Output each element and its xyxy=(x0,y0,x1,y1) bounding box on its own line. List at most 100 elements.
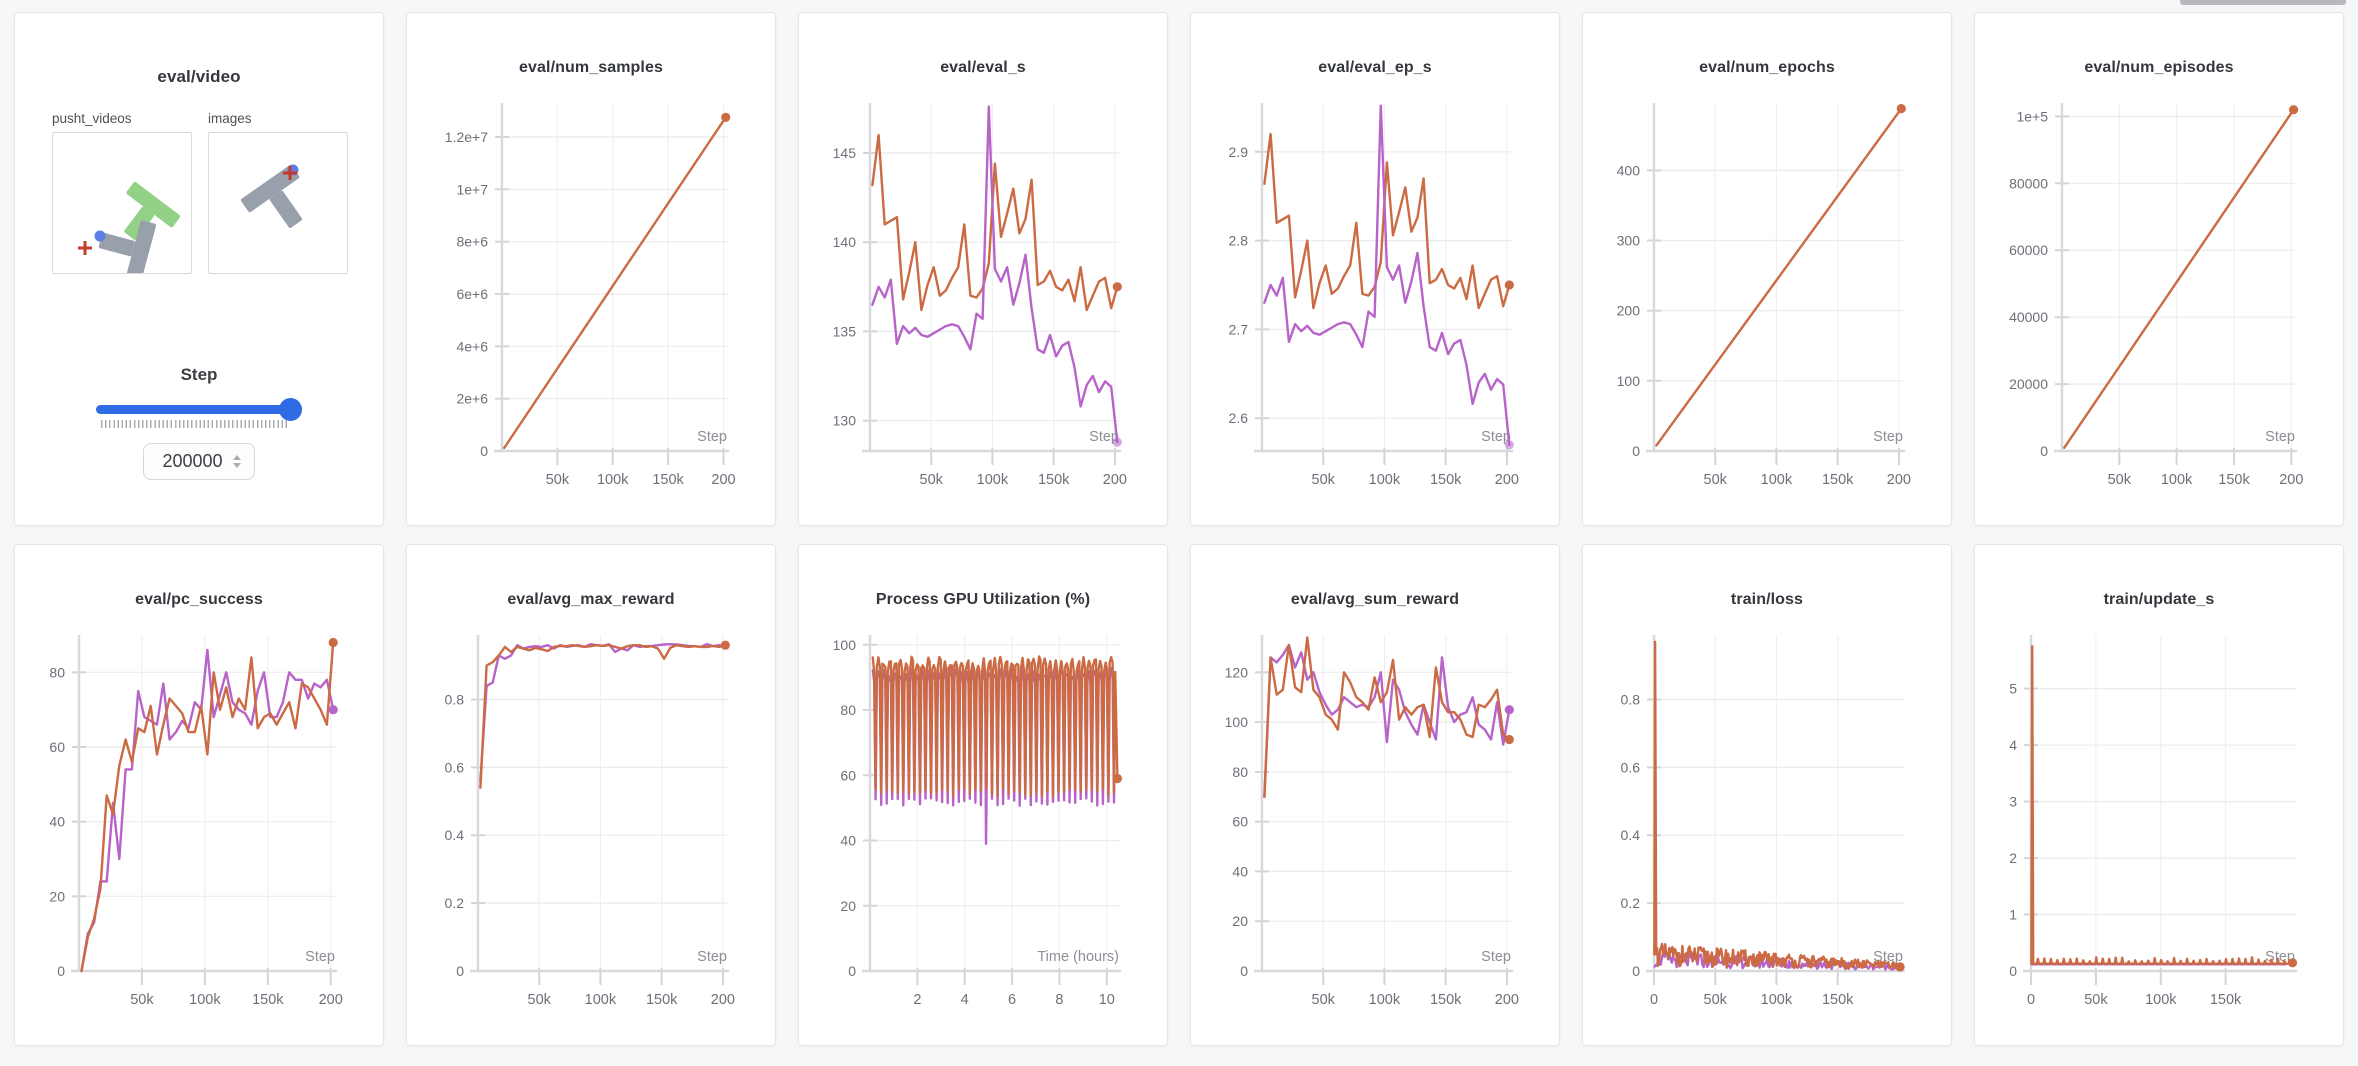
svg-text:200: 200 xyxy=(319,992,343,1008)
svg-text:0: 0 xyxy=(1240,963,1248,979)
spinner-up-icon[interactable] xyxy=(232,455,241,460)
svg-text:100k: 100k xyxy=(1369,992,1401,1008)
chart-panel-avg_max_reward[interactable]: eval/avg_max_reward 0 0.2 0.4 0.6 0.8 50k 100k… xyxy=(406,544,776,1046)
chart-canvas[interactable]: 0 20000 40000 60000 80000 1e+5 50k 100k 150k 200 S… xyxy=(1975,13,2343,525)
chart-panel-gpu_util[interactable]: Process GPU Utilization (%) 0 20 40 60 80 100… xyxy=(798,544,1168,1046)
svg-text:80: 80 xyxy=(49,664,65,680)
chart-title: Process GPU Utilization (%) xyxy=(875,591,1091,608)
svg-text:0: 0 xyxy=(1650,992,1658,1008)
step-spinner[interactable] xyxy=(232,455,241,468)
svg-text:200: 200 xyxy=(711,472,735,488)
chart-canvas[interactable]: 0 2e+6 4e+6 6e+6 8e+6 1e+7 1.2e+7 50k 100k 150k 20… xyxy=(407,13,775,525)
chart-title: eval/avg_sum_reward xyxy=(1290,591,1460,608)
svg-text:150k: 150k xyxy=(1822,992,1854,1008)
svg-text:20: 20 xyxy=(840,898,856,914)
svg-text:150k: 150k xyxy=(1822,472,1854,488)
chart-canvas[interactable]: 0 100 200 300 400 50k 100k 150k 200 Step xyxy=(1583,13,1951,525)
svg-text:100k: 100k xyxy=(585,992,617,1008)
step-slider-label: Step xyxy=(180,365,218,384)
chart-canvas[interactable]: 0 20 40 60 80 100 2 4 6 8 10 Time (hours) xyxy=(799,545,1167,1045)
step-slider-track[interactable] xyxy=(96,405,301,414)
svg-text:300: 300 xyxy=(1617,233,1641,249)
svg-text:150k: 150k xyxy=(252,992,284,1008)
media-caption-images: images xyxy=(208,111,252,126)
svg-text:150k: 150k xyxy=(646,992,678,1008)
spinner-down-icon[interactable] xyxy=(232,463,241,468)
chart-panel-num_epochs[interactable]: eval/num_epochs 0 100 200 300 400 50k 100k 150k… xyxy=(1582,12,1952,526)
chart-canvas[interactable]: 130 135 140 145 50k 100k 150k 200 Step xyxy=(799,13,1167,525)
svg-text:0.2: 0.2 xyxy=(445,895,465,911)
svg-text:Step: Step xyxy=(2265,429,2295,445)
step-input-box[interactable] xyxy=(143,443,255,480)
chart-title: train/loss xyxy=(1730,591,1804,608)
chart-panel-train_loss[interactable]: train/loss 0 0.2 0.4 0.6 0.8 0 50k 100k 150k Step xyxy=(1582,544,1952,1046)
svg-text:0: 0 xyxy=(480,443,488,459)
step-input[interactable] xyxy=(157,451,228,472)
chart-title: eval/eval_ep_s xyxy=(1318,59,1432,76)
chart-title: eval/eval_s xyxy=(940,59,1026,76)
svg-text:60: 60 xyxy=(49,739,65,755)
chart-panel-num_episodes[interactable]: eval/num_episodes 0 20000 40000 60000 80000 1… xyxy=(1974,12,2344,526)
svg-text:1.2e+7: 1.2e+7 xyxy=(445,129,488,145)
svg-text:100k: 100k xyxy=(977,472,1009,488)
svg-text:0.8: 0.8 xyxy=(1621,692,1641,708)
chart-canvas[interactable]: 0 20 40 60 80 100 120 50k 100k 150k 200 Step xyxy=(1191,545,1559,1045)
video-panel-title: eval/video xyxy=(157,67,241,86)
chart-panel-train_update_s[interactable]: train/update_s 0 1 2 3 4 5 0 50k 100k 150k Step xyxy=(1974,544,2344,1046)
svg-text:0.6: 0.6 xyxy=(1621,759,1641,775)
media-thumbnail-pusht-videos[interactable] xyxy=(52,132,192,282)
chart-title: eval/num_epochs xyxy=(1699,59,1835,76)
svg-text:100k: 100k xyxy=(1761,992,1793,1008)
chart-canvas[interactable]: 2.6 2.7 2.8 2.9 50k 100k 150k 200 Step xyxy=(1191,13,1559,525)
chart-title: eval/avg_max_reward xyxy=(507,591,675,608)
chart-title: eval/num_samples xyxy=(519,59,663,76)
step-slider-thumb[interactable] xyxy=(279,398,302,421)
svg-text:4: 4 xyxy=(961,992,969,1008)
media-thumbnail-images[interactable] xyxy=(208,132,348,274)
svg-text:Step: Step xyxy=(1089,429,1119,445)
chart-panel-eval_ep_s[interactable]: eval/eval_ep_s 2.6 2.7 2.8 2.9 50k 100k 150k 20… xyxy=(1190,12,1560,526)
chart-canvas[interactable]: 0 0.2 0.4 0.6 0.8 50k 100k 150k 200 Step xyxy=(407,545,775,1045)
svg-text:2: 2 xyxy=(913,992,921,1008)
svg-text:40: 40 xyxy=(1232,863,1248,879)
svg-text:100k: 100k xyxy=(1761,472,1793,488)
svg-text:8e+6: 8e+6 xyxy=(456,234,488,250)
scrollbar-thumb[interactable] xyxy=(2180,0,2346,5)
svg-text:200: 200 xyxy=(1103,472,1127,488)
svg-text:200: 200 xyxy=(2279,472,2303,488)
svg-text:50k: 50k xyxy=(920,472,944,488)
chart-canvas[interactable]: 0 20 40 60 80 50k 100k 150k 200 Step xyxy=(15,545,383,1045)
svg-text:Step: Step xyxy=(1481,429,1511,445)
svg-text:1e+5: 1e+5 xyxy=(2016,108,2048,124)
svg-text:80: 80 xyxy=(840,702,856,718)
svg-text:0: 0 xyxy=(456,963,464,979)
svg-text:200: 200 xyxy=(1495,472,1519,488)
svg-text:0.2: 0.2 xyxy=(1621,895,1641,911)
svg-text:80: 80 xyxy=(1232,764,1248,780)
svg-text:50k: 50k xyxy=(528,992,552,1008)
svg-text:3: 3 xyxy=(2009,794,2017,810)
svg-text:Step: Step xyxy=(1873,429,1903,445)
svg-text:60: 60 xyxy=(840,767,856,783)
svg-text:0: 0 xyxy=(1632,443,1640,459)
chart-panel-avg_sum_reward[interactable]: eval/avg_sum_reward 0 20 40 60 80 100 120 50k 10… xyxy=(1190,544,1560,1046)
step-slider-ruler-ticks xyxy=(101,420,287,428)
svg-text:5: 5 xyxy=(2009,681,2017,697)
svg-text:200: 200 xyxy=(1495,992,1519,1008)
media-caption-pusht-videos: pusht_videos xyxy=(52,111,132,126)
svg-text:100: 100 xyxy=(1617,373,1641,389)
svg-text:80000: 80000 xyxy=(2009,175,2048,191)
chart-panel-pc_success[interactable]: eval/pc_success 0 20 40 60 80 50k 100k 150k 200 S… xyxy=(14,544,384,1046)
chart-panel-num_samples[interactable]: eval/num_samples 0 2e+6 4e+6 6e+6 8e+6 1e+7 1.… xyxy=(406,12,776,526)
svg-text:6e+6: 6e+6 xyxy=(456,286,488,302)
svg-text:0: 0 xyxy=(2027,992,2035,1008)
svg-text:120: 120 xyxy=(1225,664,1249,680)
svg-text:8: 8 xyxy=(1055,992,1063,1008)
chart-panel-eval_s[interactable]: eval/eval_s 130 135 140 145 50k 100k 150k 200 St… xyxy=(798,12,1168,526)
svg-text:0.8: 0.8 xyxy=(445,692,465,708)
svg-text:Time (hours): Time (hours) xyxy=(1037,949,1119,965)
video-panel[interactable]: eval/video pusht_videos images xyxy=(14,12,384,526)
svg-text:4: 4 xyxy=(2009,737,2017,753)
